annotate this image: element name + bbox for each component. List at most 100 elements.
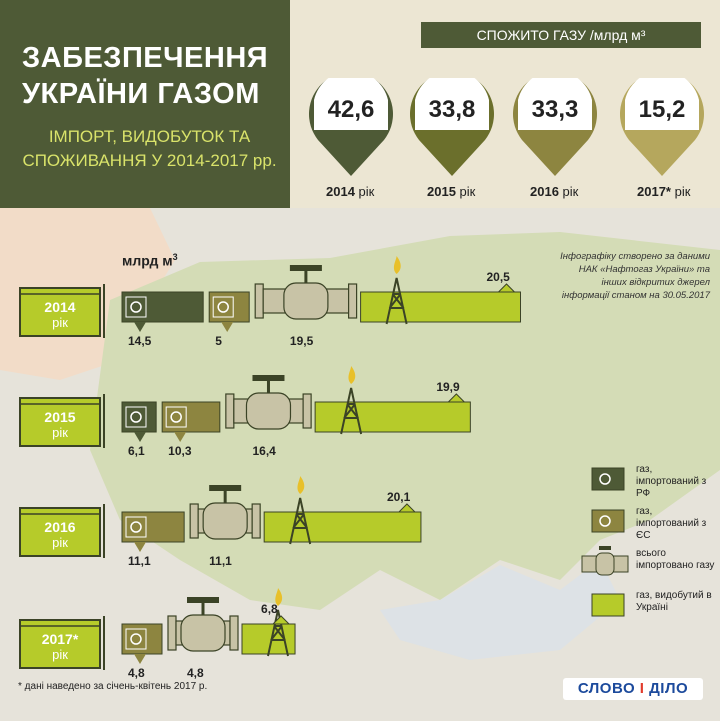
- source-note: Інфографіку створено за даними НАК «Нафт…: [560, 251, 710, 301]
- pipe-flange: [251, 503, 261, 539]
- pin-label-area: [518, 70, 592, 130]
- bar-pointer: [134, 432, 146, 442]
- logo-text-mid: І: [639, 680, 645, 697]
- row-year-word: рік: [52, 315, 68, 330]
- year-number: 2015: [427, 184, 456, 199]
- chart-row-2014: [19, 256, 521, 338]
- row-year-label: 2014 рік: [28, 300, 92, 331]
- source-badge-icon: [125, 296, 147, 318]
- currency-icon: [170, 411, 182, 423]
- currency-icon: [130, 521, 142, 533]
- gas-rig-icon: [267, 609, 289, 657]
- value-import-eu: 11,1: [128, 554, 151, 568]
- source-badge-icon: [125, 628, 147, 650]
- valve-handle: [252, 375, 285, 381]
- flame-icon: [297, 476, 305, 494]
- flame-icon: [275, 588, 283, 606]
- valve-body: [283, 282, 329, 320]
- header-panel: ЗАБЕЗПЕЧЕННЯ УКРАЇНИ ГАЗОМ ІМПОРТ, ВИДОБ…: [0, 0, 290, 208]
- consumption-pin-2014: 42,6: [308, 70, 394, 178]
- year-suffix: рік: [354, 184, 375, 199]
- valve-handle: [289, 265, 322, 271]
- row-year-word: рік: [52, 535, 68, 550]
- logo-text-right: ДІЛО: [644, 680, 689, 697]
- consumption-pin-2015: 33,8: [409, 70, 495, 178]
- publisher-logo: СЛОВО І ДІЛО: [563, 678, 703, 700]
- valve-body: [180, 614, 226, 652]
- consumption-value: 33,3: [531, 96, 579, 123]
- source-badge-icon: [212, 296, 234, 318]
- pipe-flange: [189, 503, 199, 539]
- units-label: млрд м3: [122, 252, 178, 269]
- value-import-rf: 14,5: [128, 334, 152, 348]
- consumption-year: 2014 рік: [326, 184, 374, 199]
- map-sea: [380, 560, 620, 660]
- pin-marker-icon: [309, 70, 393, 176]
- bar-pointer: [447, 393, 466, 403]
- consumption-value: 15,2: [638, 96, 686, 123]
- subtitle-line-1: ІМПОРТ, ВИДОБУТОК ТА: [48, 127, 251, 146]
- storage-tank-icon: [19, 287, 101, 337]
- consumption-year: 2015 рік: [427, 184, 475, 199]
- flame-icon: [393, 256, 401, 274]
- gas-rig-icon: [289, 497, 312, 545]
- pipe-flange: [229, 615, 239, 651]
- legend-item-label: газ, імпортований з ЄС: [636, 506, 707, 541]
- pipe-flange: [302, 393, 312, 429]
- consumption-value: 42,6: [327, 96, 375, 123]
- pipe-flange: [254, 283, 264, 319]
- value-import-rf: 6,1: [128, 444, 145, 458]
- value-import-eu: 4,8: [128, 666, 145, 680]
- row-year: 2015: [44, 409, 76, 425]
- value-domestic: 19,9: [436, 380, 460, 394]
- value-import-total: 16,4: [252, 444, 276, 458]
- page-title: ЗАБЕЗПЕЧЕННЯ УКРАЇНИ ГАЗОМ: [22, 40, 282, 112]
- consumption-year: 2017* рік: [637, 184, 690, 199]
- bar-pointer: [174, 432, 187, 442]
- logo-text-left: СЛОВО: [577, 680, 640, 697]
- value-import-total: 4,8: [187, 666, 204, 680]
- year-suffix: рік: [455, 184, 476, 199]
- valve-handle: [209, 485, 242, 491]
- consumption-banner: СПОЖИТО ГАЗУ /млрд м³: [421, 22, 701, 48]
- page-subtitle: ІМПОРТ, ВИДОБУТОК ТА СПОЖИВАННЯ У 2014-2…: [12, 125, 287, 173]
- row-year-word: рік: [52, 647, 68, 662]
- bar-pointer: [221, 322, 234, 332]
- value-import-total: 19,5: [289, 334, 314, 348]
- value-domestic: 20,1: [386, 490, 411, 504]
- bar-pointer: [134, 322, 146, 332]
- footnote: * дані наведено за січень-квітень 2017 р…: [18, 681, 208, 692]
- legend-item-label: газ, видобутий в Україні: [636, 590, 712, 613]
- subtitle-line-2: СПОЖИВАННЯ У 2014-2017 рр.: [22, 151, 277, 170]
- bar-pointer: [134, 654, 146, 664]
- currency-icon: [130, 633, 142, 645]
- consumption-value: 33,8: [428, 96, 476, 123]
- title-line-2: УКРАЇНИ ГАЗОМ: [22, 78, 260, 110]
- value-domestic: 20,5: [486, 270, 510, 284]
- chart-row-2016: [19, 476, 422, 558]
- bar-pointer: [397, 503, 417, 513]
- source-badge-icon: [165, 406, 187, 428]
- legend-item-label: всього імпортовано газу: [636, 548, 715, 571]
- gas-rig-icon: [340, 387, 363, 435]
- valve-handle: [187, 597, 219, 603]
- source-badge-icon: [125, 516, 147, 538]
- pin-marker-icon: [410, 70, 494, 176]
- value-import-total: 11,1: [209, 554, 232, 568]
- bar-pointer: [134, 542, 146, 552]
- bar-domestic: [360, 291, 521, 323]
- legend-item-label: газ, імпортований з РФ: [636, 464, 707, 499]
- chart-row-2017: [19, 588, 296, 670]
- bar-domestic: [263, 511, 422, 543]
- year-suffix: рік: [558, 184, 579, 199]
- currency-icon: [130, 411, 142, 423]
- units-text: млрд м: [122, 252, 173, 269]
- chart-row-2015: [19, 366, 471, 448]
- row-year-label: 2015 рік: [28, 409, 92, 441]
- flame-icon: [348, 366, 356, 384]
- consumption-year: 2016 рік: [530, 184, 578, 199]
- row-year-label: 2016 рік: [28, 519, 92, 551]
- row-year: 2016: [44, 519, 76, 535]
- value-import-eu: 10,3: [168, 444, 192, 458]
